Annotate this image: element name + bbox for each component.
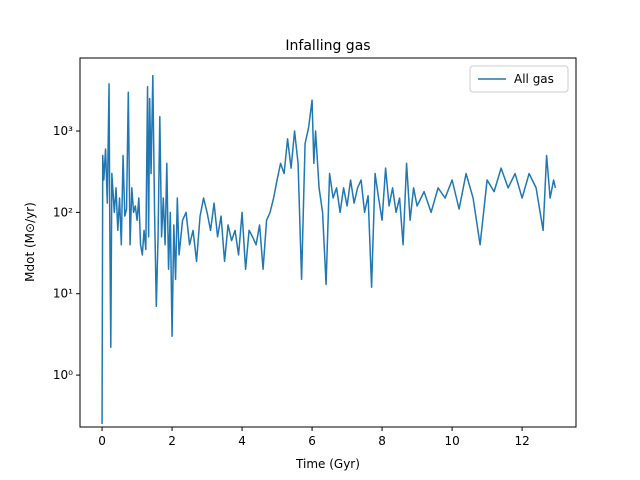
chart-title: Infalling gas	[285, 38, 370, 54]
x-tick-label: 6	[308, 434, 316, 448]
y-axis-label: Mdot (M⊙/yr)	[23, 202, 37, 282]
x-tick-label: 8	[378, 434, 386, 448]
x-tick-label: 10	[444, 434, 459, 448]
x-tick-label: 12	[514, 434, 529, 448]
x-tick-label: 0	[98, 434, 106, 448]
y-tick-label: 10¹	[53, 287, 73, 301]
legend-box	[469, 65, 569, 93]
legend-label: All gas	[514, 72, 554, 86]
y-tick-label: 10²	[53, 205, 73, 219]
x-axis-label: Time (Gyr)	[295, 457, 360, 471]
data-line	[101, 74, 557, 425]
y-tick-label: 10³	[53, 124, 73, 138]
x-tick-label: 2	[168, 434, 176, 448]
y-tick-label: 10⁰	[53, 368, 73, 382]
x-tick-label: 4	[238, 434, 246, 448]
plot-frame	[79, 57, 577, 428]
